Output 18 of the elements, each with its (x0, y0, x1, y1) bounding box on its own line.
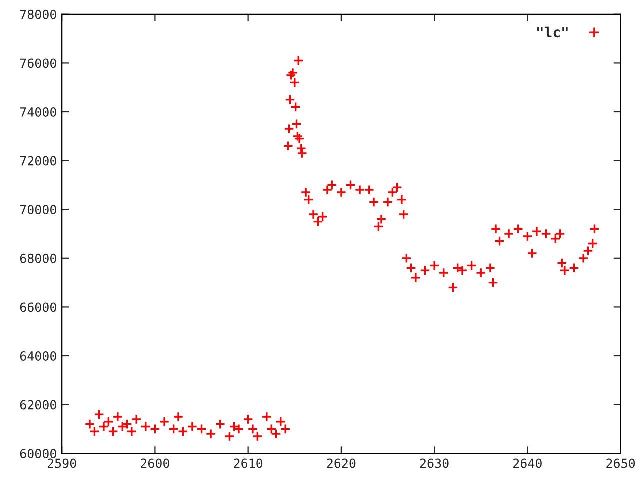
x-tick-label: 2600 (141, 458, 170, 468)
x-tick-label: 2640 (514, 458, 542, 468)
legend-label: "lc" (538, 26, 568, 38)
y-tick-label: 64000 (20, 352, 56, 361)
y-tick-label: 74000 (20, 108, 56, 117)
x-tick-label: 2610 (234, 458, 263, 468)
y-tick-label: 60000 (20, 449, 56, 459)
y-tick-label: 62000 (20, 400, 56, 410)
y-tick-label: 70000 (20, 205, 56, 215)
x-tick-label: 2630 (420, 458, 449, 468)
x-tick-label: 2590 (48, 458, 76, 468)
y-tick-label: 76000 (20, 58, 56, 68)
y-tick-label: 72000 (20, 156, 56, 166)
x-tick-label: 2650 (606, 458, 636, 468)
y-tick-label: 78000 (20, 10, 56, 20)
y-tick-label: 66000 (20, 302, 56, 312)
x-tick-label: 2620 (327, 458, 356, 468)
y-tick-label: 68000 (20, 254, 56, 264)
